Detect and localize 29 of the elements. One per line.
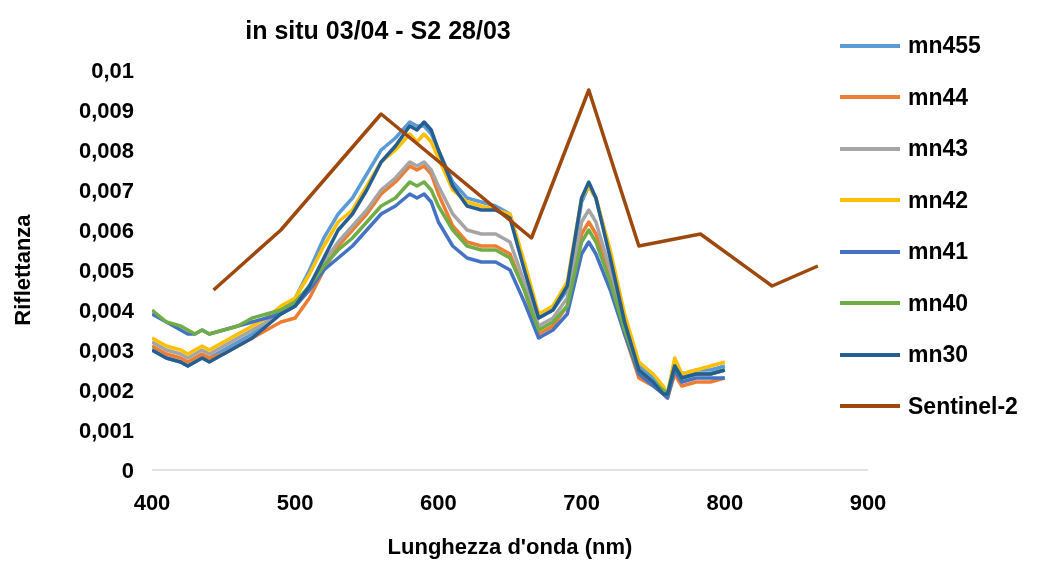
y-tick-label: 0,009 xyxy=(78,97,134,123)
x-tick-label: 400 xyxy=(133,489,171,515)
y-tick-label: 0,007 xyxy=(78,177,134,203)
legend-label: Sentinel-2 xyxy=(908,392,1018,420)
x-tick-label: 600 xyxy=(420,489,457,515)
legend-label: mn30 xyxy=(908,341,969,369)
line-series xyxy=(211,88,820,292)
y-axis-title: Riflettanza xyxy=(9,213,35,326)
legend-label: mn41 xyxy=(908,238,969,266)
chart-title: in situ 03/04 - S2 28/03 xyxy=(244,16,512,45)
legend-label: mn43 xyxy=(908,135,969,163)
x-tick-label: 500 xyxy=(276,489,314,515)
y-tick-label: 0 xyxy=(121,457,134,483)
y-tick-label: 0,004 xyxy=(78,297,135,323)
y-tick-label: 0,008 xyxy=(78,137,134,163)
legend-label: mn44 xyxy=(908,83,969,111)
y-tick-label: 0,002 xyxy=(78,377,134,403)
y-tick-label: 0,006 xyxy=(78,217,134,243)
x-tick-label: 900 xyxy=(849,489,887,515)
legend-label: mn455 xyxy=(908,32,981,60)
y-tick-label: 0,005 xyxy=(78,257,134,283)
x-tick-label: 800 xyxy=(706,489,744,515)
legend-label: mn40 xyxy=(908,289,969,317)
y-tick-label: 0,001 xyxy=(78,417,134,443)
legend-label: mn42 xyxy=(908,186,969,214)
x-tick-label: 700 xyxy=(563,489,600,515)
x-axis-title: Lunghezza d'onda (nm) xyxy=(387,534,633,559)
y-tick-label: 0,01 xyxy=(91,57,134,83)
y-tick-label: 0,003 xyxy=(78,337,134,363)
